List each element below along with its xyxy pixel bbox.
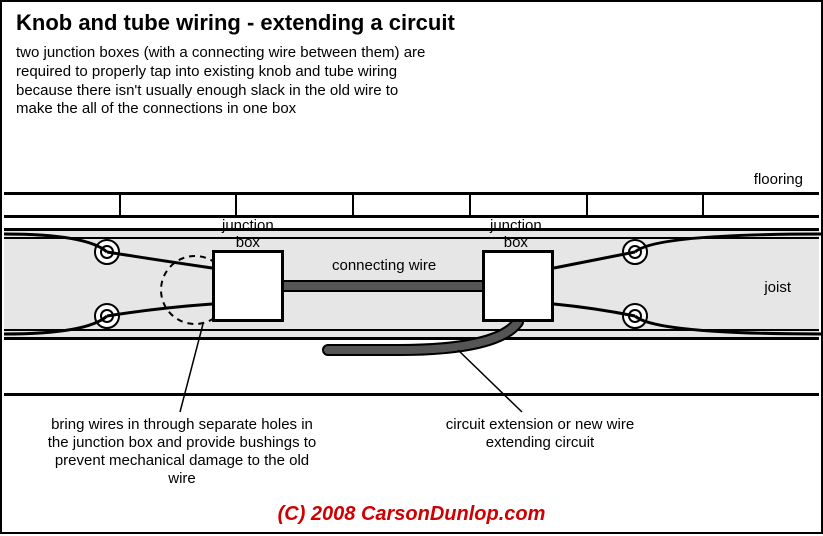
flooring-plank xyxy=(471,195,588,215)
junction-box-right xyxy=(482,250,554,322)
joist-inner-bot xyxy=(4,329,819,331)
label-junction-box-left: junction box xyxy=(222,218,274,251)
diagram-subtitle: two junction boxes (with a connecting wi… xyxy=(16,44,436,119)
flooring-plank xyxy=(237,195,354,215)
label-joist: joist xyxy=(764,280,791,297)
flooring-plank xyxy=(704,195,819,215)
flooring-plank xyxy=(4,195,121,215)
joist-inner-top xyxy=(4,237,819,239)
label-junction-box-right: junction box xyxy=(490,218,542,251)
flooring-plank xyxy=(588,195,705,215)
label-flooring: flooring xyxy=(754,172,803,189)
flooring-band xyxy=(4,192,819,218)
below-joist-band xyxy=(4,340,819,396)
junction-box-left xyxy=(212,250,284,322)
flooring-plank xyxy=(121,195,238,215)
note-right: circuit extension or new wire extending … xyxy=(440,416,640,452)
joist-zone xyxy=(4,228,819,340)
diagram-title: Knob and tube wiring - extending a circu… xyxy=(16,10,455,36)
label-connecting-wire: connecting wire xyxy=(332,258,436,275)
flooring-plank xyxy=(354,195,471,215)
diagram-canvas: Knob and tube wiring - extending a circu… xyxy=(0,0,823,534)
copyright-text: (C) 2008 CarsonDunlop.com xyxy=(278,503,546,526)
note-left: bring wires in through separate holes in… xyxy=(42,416,322,488)
